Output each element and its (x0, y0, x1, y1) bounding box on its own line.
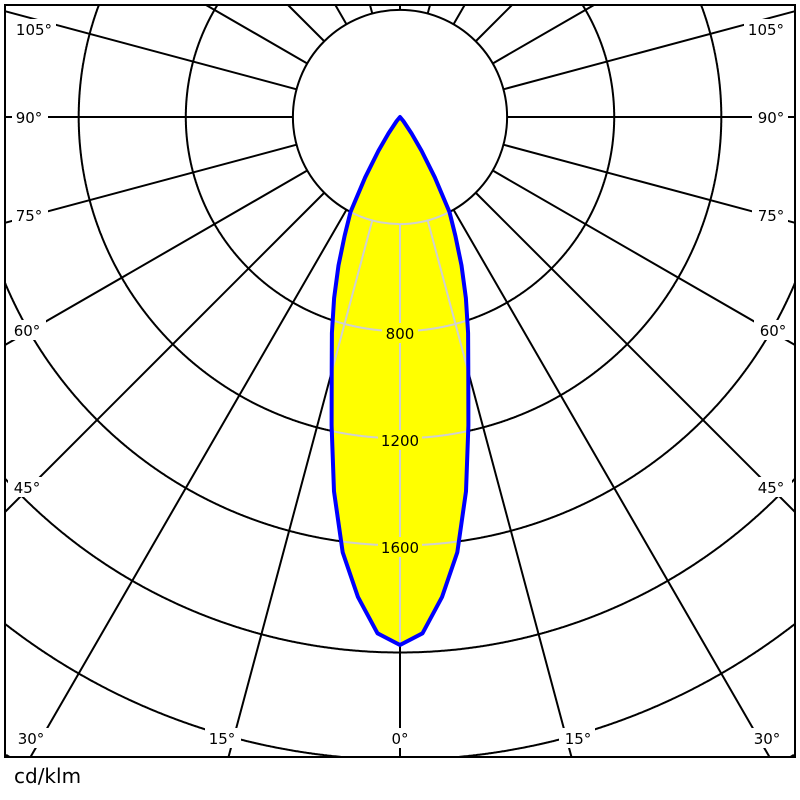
radial-grid-line (4, 143, 297, 224)
angle-label-105-left: 105° (16, 21, 52, 39)
angle-label-60-right: 60° (760, 322, 787, 340)
radial-grid-line (503, 143, 796, 224)
grid-circle-2000 (4, 478, 796, 654)
radial-grid-line (29, 209, 348, 758)
radial-tick-labels: 800 1200 1600 (378, 323, 422, 557)
radial-grid-line (492, 4, 595, 65)
radial-grid-line (492, 169, 796, 346)
radial-grid-line (452, 209, 771, 758)
radial-grid-line (452, 4, 466, 25)
angle-label-30-right: 30° (754, 730, 781, 748)
angle-label-30-left: 30° (18, 730, 45, 748)
radial-grid-line (4, 192, 325, 513)
radial-grid-line (4, 169, 308, 346)
angle-label-45-right: 45° (758, 479, 785, 497)
grid-circle-400-inside (331, 117, 469, 226)
angle-label-15-right: 15° (565, 730, 592, 748)
angle-label-75-left: 75° (16, 207, 43, 225)
radial-grid-line-inside (331, 220, 374, 645)
grid-circle-1200-inside (331, 117, 469, 440)
grid-circle-2400 (4, 623, 796, 758)
radial-label-800: 800 (386, 325, 415, 343)
radial-grid-line (334, 4, 348, 25)
angle-label-90-left: 90° (16, 109, 43, 127)
angle-label-45-left: 45° (14, 479, 41, 497)
radial-label-1600: 1600 (381, 539, 419, 557)
grid-circle-800-inside (331, 117, 469, 333)
intensity-curve-outline (329, 115, 471, 647)
radial-grid-line (205, 4, 308, 65)
angle-labels: 105° 105° 90° 90° 75° 75° 60° 60° 45° 45… (8, 19, 792, 748)
radial-grid-line (287, 4, 325, 42)
radial-grid-line (475, 192, 796, 513)
angle-label-15-left: 15° (209, 730, 236, 748)
angle-label-60-left: 60° (14, 322, 41, 340)
radial-grid-line (426, 4, 431, 14)
plot-frame (4, 4, 796, 758)
unit-label: cd/klm (14, 764, 82, 788)
angle-label-90-right: 90° (758, 109, 785, 127)
radial-label-1200: 1200 (381, 432, 419, 450)
angle-label-0: 0° (391, 730, 408, 748)
angle-label-75-right: 75° (758, 207, 785, 225)
radial-grid-line-inside (426, 220, 469, 645)
radial-grid-line (369, 4, 374, 14)
angle-label-105-right: 105° (748, 21, 784, 39)
radial-grid-line (475, 4, 513, 42)
